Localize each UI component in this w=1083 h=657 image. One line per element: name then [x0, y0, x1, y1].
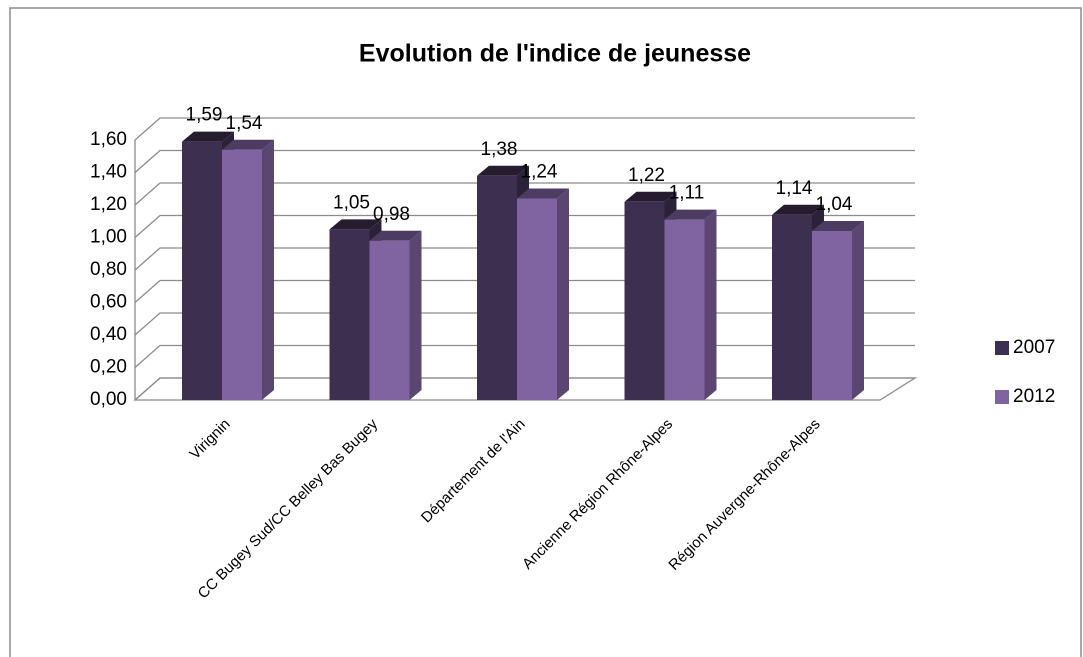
bar-top: [182, 131, 234, 142]
bar-top: [222, 139, 274, 150]
bar: [329, 229, 370, 400]
bar-top: [624, 191, 677, 202]
chart-title: Evolution de l'indice de jeunesse: [359, 40, 751, 68]
y-tick-label: 1,60: [90, 129, 127, 150]
data-label: 1,11: [669, 183, 705, 204]
bar-top: [812, 221, 864, 231]
bar: [222, 149, 262, 400]
bar: [624, 201, 665, 400]
bar-side: [852, 221, 864, 400]
data-label: 1,24: [521, 162, 558, 183]
bar: [369, 240, 410, 400]
grid-line: [134, 182, 915, 206]
legend-swatch: [995, 390, 1009, 404]
legend-label: 2012: [1013, 386, 1055, 407]
data-label: 1,14: [776, 178, 813, 199]
y-tick-label: 0,00: [90, 389, 127, 410]
bar-top: [772, 204, 824, 215]
y-tick-label: 0,40: [90, 324, 127, 345]
data-label: 1,38: [481, 139, 518, 160]
y-tick-label: 1,40: [90, 162, 127, 183]
data-label: 1,04: [816, 194, 853, 215]
bar: [517, 198, 557, 400]
data-label: 1,05: [333, 192, 370, 213]
legend-swatch: [995, 341, 1009, 355]
y-tick-label: 1,20: [90, 194, 127, 215]
bar-side: [557, 188, 569, 400]
grid-line: [134, 149, 915, 173]
bar-top: [329, 219, 382, 230]
bar: [182, 141, 222, 400]
y-tick-label: 1,00: [90, 227, 127, 248]
y-tick-label: 0,20: [90, 357, 127, 378]
y-tick-label: 0,80: [90, 259, 127, 280]
bar: [772, 214, 812, 400]
bar: [477, 175, 517, 400]
data-label: 1,59: [186, 105, 223, 126]
bar-side: [262, 139, 274, 400]
bar: [664, 219, 705, 400]
bar-top: [369, 230, 422, 241]
data-label: 1,22: [628, 165, 665, 186]
bar-top: [664, 209, 717, 220]
bar-side: [704, 209, 717, 400]
y-tick-label: 0,60: [90, 292, 127, 313]
bar: [812, 231, 852, 400]
bar-top: [517, 188, 569, 199]
bar-side: [409, 230, 422, 400]
data-label: 1,54: [226, 113, 263, 134]
bar-top: [477, 165, 529, 176]
data-label: 0,98: [373, 204, 410, 225]
legend-label: 2007: [1013, 337, 1055, 358]
grid-line: [134, 117, 915, 141]
